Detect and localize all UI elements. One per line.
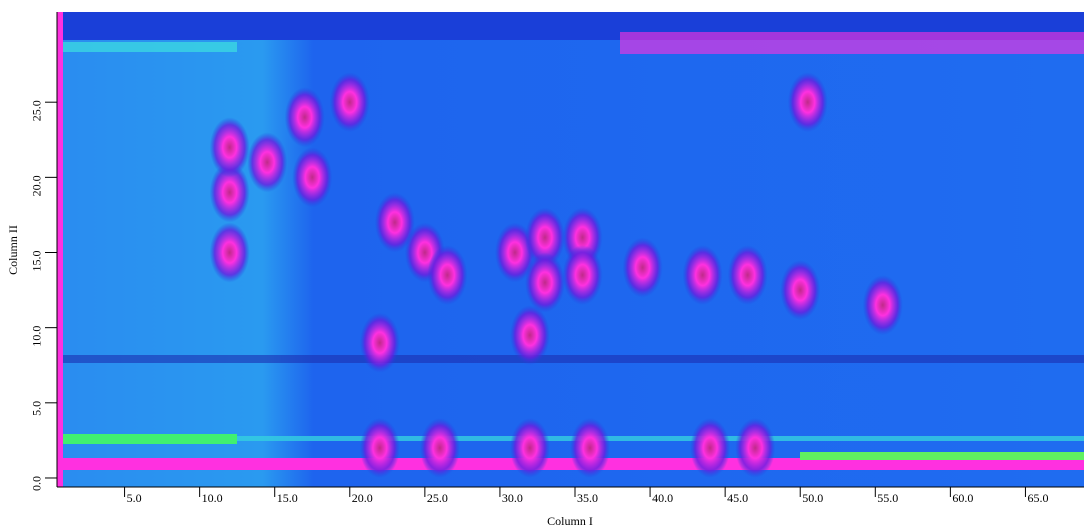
peak [284,87,325,148]
peak [780,260,821,321]
base-band [57,458,1084,470]
peak [524,207,565,268]
y-tick-label: 5.0 [30,401,44,416]
x-tick-label: 55.0 [877,491,898,505]
peak [570,417,611,478]
peak [359,312,400,373]
lower-band [237,436,1084,441]
peak [524,252,565,313]
peak [509,305,550,366]
x-tick-label: 10.0 [202,491,223,505]
peak [622,237,663,298]
y-tick-label: 15.0 [30,251,44,272]
peak [509,417,550,478]
dark-band [57,355,1084,363]
left-band [57,12,63,487]
peak [374,192,415,253]
peak [292,147,333,208]
y-tick-label: 20.0 [30,175,44,196]
peak [419,417,460,478]
x-tick-label: 40.0 [652,491,673,505]
upper-band [620,32,1084,54]
peak [209,222,250,283]
peak [682,245,723,306]
y-tick-label: 10.0 [30,326,44,347]
x-tick-label: 25.0 [427,491,448,505]
peak [359,417,400,478]
x-tick-label: 30.0 [502,491,523,505]
peak [735,417,776,478]
peak [427,245,468,306]
x-tick-label: 15.0 [277,491,298,505]
x-tick-label: 35.0 [577,491,598,505]
peak [247,132,288,193]
peak [329,72,370,133]
lower-band [57,434,237,444]
x-tick-label: 65.0 [1027,491,1048,505]
x-axis-label: Column I [547,514,593,528]
peak [209,162,250,223]
upper-band [57,42,237,52]
peak [787,72,828,133]
x-tick-label: 45.0 [727,491,748,505]
x-tick-label: 50.0 [802,491,823,505]
y-tick-label: 25.0 [30,100,44,121]
x-tick-label: 60.0 [952,491,973,505]
x-tick-label: 5.0 [127,491,142,505]
peak [562,245,603,306]
peak [690,417,731,478]
y-axis-label: Column II [6,225,20,275]
base-band [800,452,1084,460]
peak [209,117,250,178]
y-tick-label: 0.0 [30,476,44,491]
peak [727,245,768,306]
x-tick-label: 20.0 [352,491,373,505]
peak [862,275,903,336]
peak [494,222,535,283]
